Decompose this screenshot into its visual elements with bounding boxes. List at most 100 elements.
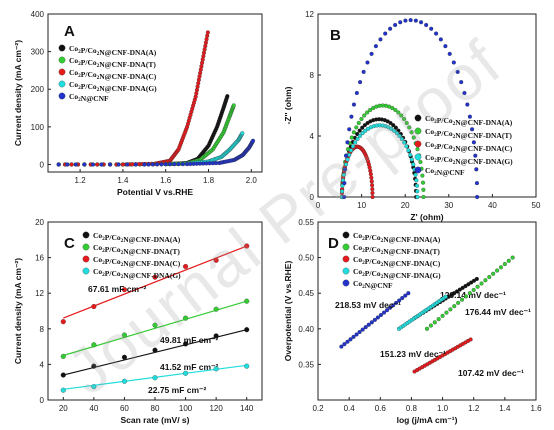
data-point: [146, 162, 151, 167]
data-point: [468, 337, 473, 342]
data-point: [440, 313, 445, 318]
x-tick-label: 10: [357, 201, 366, 210]
data-point: [200, 60, 205, 65]
data-point: [350, 144, 356, 149]
data-point: [402, 140, 407, 145]
data-point: [250, 138, 256, 143]
data-point: [383, 31, 388, 36]
data-point: [91, 384, 97, 390]
legend-label: Co2P/Co2N@CNF-DNA(G): [353, 267, 441, 280]
legend-marker: [342, 243, 350, 251]
x-tick-label: 0.6: [375, 404, 387, 413]
data-point: [473, 153, 478, 158]
data-point: [349, 135, 354, 140]
data-point: [358, 80, 363, 85]
data-point: [424, 22, 429, 28]
y-axis-label: Current density (mA cm⁻²): [13, 258, 23, 364]
data-point: [357, 329, 362, 335]
data-point: [354, 125, 359, 130]
data-point: [434, 31, 439, 36]
data-point: [447, 51, 452, 56]
data-point: [348, 337, 353, 342]
legend-marker: [82, 243, 90, 251]
data-point: [404, 144, 409, 149]
data-point: [60, 353, 66, 359]
data-point: [340, 189, 345, 194]
data-point: [199, 64, 204, 69]
x-tick-label: 60: [120, 404, 129, 413]
y-tick-label: 4: [310, 132, 315, 141]
data-point: [213, 366, 219, 372]
data-point: [381, 310, 387, 315]
data-point: [365, 110, 370, 115]
data-point: [351, 130, 356, 135]
data-point: [342, 167, 348, 172]
data-point: [176, 162, 181, 167]
panel-letter: B: [330, 27, 341, 44]
legend-marker: [58, 68, 66, 76]
data-point: [415, 147, 420, 152]
legend-marker: [82, 231, 90, 239]
tafel-slope-label: 129.14 mV dec⁻¹: [440, 290, 506, 300]
data-point: [60, 372, 66, 378]
x-tick-label: 30: [444, 201, 453, 210]
data-point: [203, 43, 208, 49]
data-point: [345, 140, 350, 145]
data-point: [388, 305, 393, 310]
data-point: [370, 187, 375, 192]
data-point: [474, 181, 479, 186]
data-point: [404, 120, 409, 126]
data-point: [244, 298, 250, 304]
data-point: [411, 135, 416, 140]
legend-label: Co2P/Co2N@CNF-DNA(T): [93, 243, 180, 256]
legend-label: Co2N@CNF: [425, 166, 465, 177]
data-point: [428, 323, 433, 328]
data-point: [378, 312, 383, 318]
data-point: [213, 306, 219, 312]
legend-label: Co2N@CNF: [69, 92, 109, 103]
legend-marker: [414, 166, 422, 174]
x-tick-label: 0: [316, 201, 321, 210]
legend-label: Co2P/Co2N@CNF-DNA(A): [425, 114, 513, 127]
data-point: [225, 94, 230, 99]
data-point: [116, 162, 121, 167]
data-point: [413, 18, 418, 23]
legend-label: Co2P/Co2N@CNF-DNA(C): [425, 140, 513, 153]
data-point: [183, 315, 189, 321]
data-point: [357, 133, 363, 138]
data-point: [429, 26, 434, 31]
panel-d: 0.2 0.4 0.6 0.8 1.0 1.2 1.4 1.6 0.35 0.40 0.45 0.50…: [283, 218, 542, 425]
data-point: [73, 162, 78, 167]
data-point: [491, 271, 496, 276]
data-point: [397, 133, 402, 138]
data-point: [369, 320, 374, 325]
data-point: [183, 263, 189, 270]
data-point: [167, 162, 173, 167]
data-point: [65, 162, 70, 167]
x-tick-label: 140: [240, 404, 254, 413]
legend-label: Co2P/Co2N@CNF-DNA(C): [353, 255, 441, 268]
data-point: [361, 69, 366, 74]
plot-frame: [47, 13, 263, 173]
data-point: [150, 162, 155, 167]
data-point: [393, 22, 398, 28]
y-tick-label: 16: [35, 254, 44, 263]
data-point: [465, 102, 470, 107]
data-point: [357, 128, 362, 133]
data-point: [125, 162, 130, 167]
data-point: [463, 294, 468, 299]
data-point: [408, 152, 413, 157]
data-point: [365, 60, 370, 65]
data-point: [60, 319, 66, 325]
data-point: [459, 80, 464, 85]
data-point: [121, 354, 127, 360]
data-point: [456, 300, 461, 305]
data-point: [203, 40, 208, 45]
x-tick-label: 1.4: [117, 176, 129, 185]
data-point: [452, 304, 457, 309]
tafel-slope-label: 218.53 mV dec⁻¹: [335, 300, 401, 310]
x-tick-label: 1.0: [437, 404, 449, 413]
plot-frame: [317, 221, 537, 401]
legend-label: Co2P/Co2N@CNF-DNA(C): [93, 255, 181, 268]
